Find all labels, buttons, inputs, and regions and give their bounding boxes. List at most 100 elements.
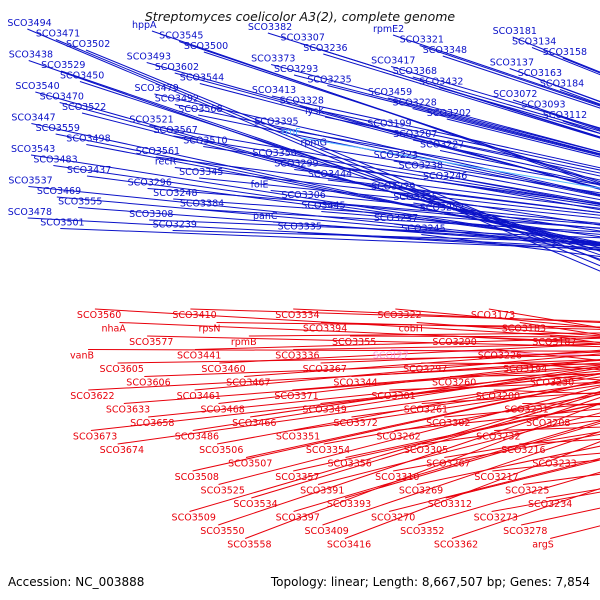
gene-label: rpmB: [231, 337, 257, 348]
gene-label: SCO3202: [427, 108, 471, 119]
gene-connector-line: [438, 87, 600, 135]
gene-label: SCO3507: [228, 459, 272, 470]
gene-label: SCO3367: [303, 364, 347, 375]
gene-connector-line: [351, 359, 600, 377]
gene-label: nhaA: [101, 324, 126, 335]
gene-connector-line: [30, 154, 600, 245]
gene-connector-line: [60, 228, 600, 250]
gene-connector-line: [300, 43, 600, 138]
gene-connector-line: [174, 167, 600, 216]
gene-connector-line: [86, 144, 600, 243]
gene-connector-line: [442, 55, 600, 109]
gene-label: SCO3674: [100, 445, 144, 456]
gene-connector-line: [90, 372, 600, 431]
gene-connector-line: [250, 365, 600, 418]
gene-connector-line: [344, 422, 600, 499]
gene-connector-line: [94, 308, 600, 339]
gene-connector-line: [412, 76, 600, 132]
gene-connector-line: [292, 364, 600, 391]
gene-connector-line: [416, 322, 600, 337]
gene-label: SCO3486: [175, 432, 219, 443]
gene-connector-line: [412, 108, 600, 156]
gene-connector-line: [444, 431, 600, 458]
gene-label: SCO3410: [172, 310, 216, 321]
gene-connector-line: [173, 198, 600, 229]
gene-label: SCO3606: [126, 378, 170, 389]
gene-connector-line: [391, 192, 600, 226]
gene-connector-line: [272, 158, 600, 205]
gene-connector-line: [413, 202, 600, 232]
gene-label: SCO3545: [159, 31, 203, 42]
gene-connector-line: [320, 351, 600, 364]
gene-label: SCO3525: [201, 486, 245, 497]
genome-details-text: Topology: linear; Length: 8,667,507 bp; …: [270, 575, 590, 589]
gene-connector-line: [218, 397, 600, 526]
gene-label: SCO3537: [8, 176, 52, 187]
gene-label: SCO3270: [371, 513, 415, 524]
gene-label: SCO3673: [73, 432, 117, 443]
gene-label: SCO3305: [404, 445, 448, 456]
gene-connector-line: [395, 308, 600, 329]
gene-connector-line: [412, 139, 600, 181]
gene-label: SCO3416: [327, 540, 371, 551]
gene-label: SCO3199: [367, 119, 411, 130]
gene-label: SCO3296: [128, 178, 172, 189]
gene-label: SCO3500: [184, 41, 228, 52]
gene-label: SCO3561: [136, 146, 180, 157]
gene-label: SCO3568: [178, 104, 222, 115]
genome-title: Streptomyces coelicolor A3(2), complete …: [144, 9, 456, 24]
gene-label: SCO3322: [377, 310, 421, 321]
genome-footer: Accession: NC_003888 Topology: linear; L…: [0, 573, 600, 593]
gene-connector-line: [194, 353, 600, 391]
gene-label: SCO3478: [8, 207, 52, 218]
gene-label: SCO3432: [419, 77, 463, 88]
gene-connector-line: [394, 408, 600, 431]
gene-label: SCO3238: [399, 161, 443, 172]
gene-connector-line: [55, 133, 600, 245]
gene-connector-line: [192, 380, 600, 472]
gene-connector-line: [324, 116, 600, 174]
gene-label: SCO3307: [281, 33, 325, 44]
gene-label: SCO3605: [100, 364, 144, 375]
gene-label: SCO3297: [403, 364, 447, 375]
gene-connector-line: [416, 445, 600, 485]
gene-connector-line: [174, 104, 600, 196]
gene-label: SCO3137: [490, 58, 534, 69]
gene-connector-line: [248, 332, 600, 337]
gene-connector-line: [117, 376, 600, 445]
gene-connector-line: [418, 171, 600, 206]
gene-label: SCO3134: [512, 37, 556, 48]
gene-connector-line: [442, 181, 600, 211]
gene-connector-line: [293, 74, 600, 155]
gene-connector-line: [119, 322, 600, 343]
gene-label: SCO3290: [432, 337, 476, 348]
gene-label: SCO3187: [532, 337, 576, 348]
gene-label: rpsN: [199, 324, 221, 335]
gene-connector-line: [148, 370, 600, 418]
gene-label: SCO3260: [432, 378, 476, 389]
gene-label: SCO3521: [129, 115, 173, 126]
gene-label: SCO3540: [15, 81, 59, 92]
gene-label: SCO3356: [328, 459, 372, 470]
gene-connector-line: [245, 403, 600, 539]
gene-label: SCO3255: [393, 192, 437, 203]
gene-label: SCO3229: [371, 182, 415, 193]
gene-connector-line: [35, 91, 600, 252]
gene-label: SCO3437: [67, 165, 111, 176]
gene-connector-line: [199, 209, 600, 233]
gene-label: SCO3239: [153, 220, 197, 231]
gene-connector-line: [219, 343, 600, 364]
gene-connector-line: [216, 373, 600, 445]
gene-connector-line: [149, 125, 600, 204]
gene-connector-line: [147, 335, 600, 348]
gene-connector-line: [218, 359, 600, 404]
gene-label: SCO3394: [303, 324, 347, 335]
gene-label: SCO3228: [393, 98, 437, 109]
gene-label: SCO3351: [276, 432, 320, 443]
gene-label: SCO3194: [503, 364, 547, 375]
gene-label: SCO3226: [478, 351, 522, 362]
gene-label: SCO3232: [476, 432, 520, 443]
gene-connector-line: [388, 457, 600, 512]
gene-label: SCO3183: [502, 324, 546, 335]
gene-label: SCO3181: [493, 26, 537, 37]
